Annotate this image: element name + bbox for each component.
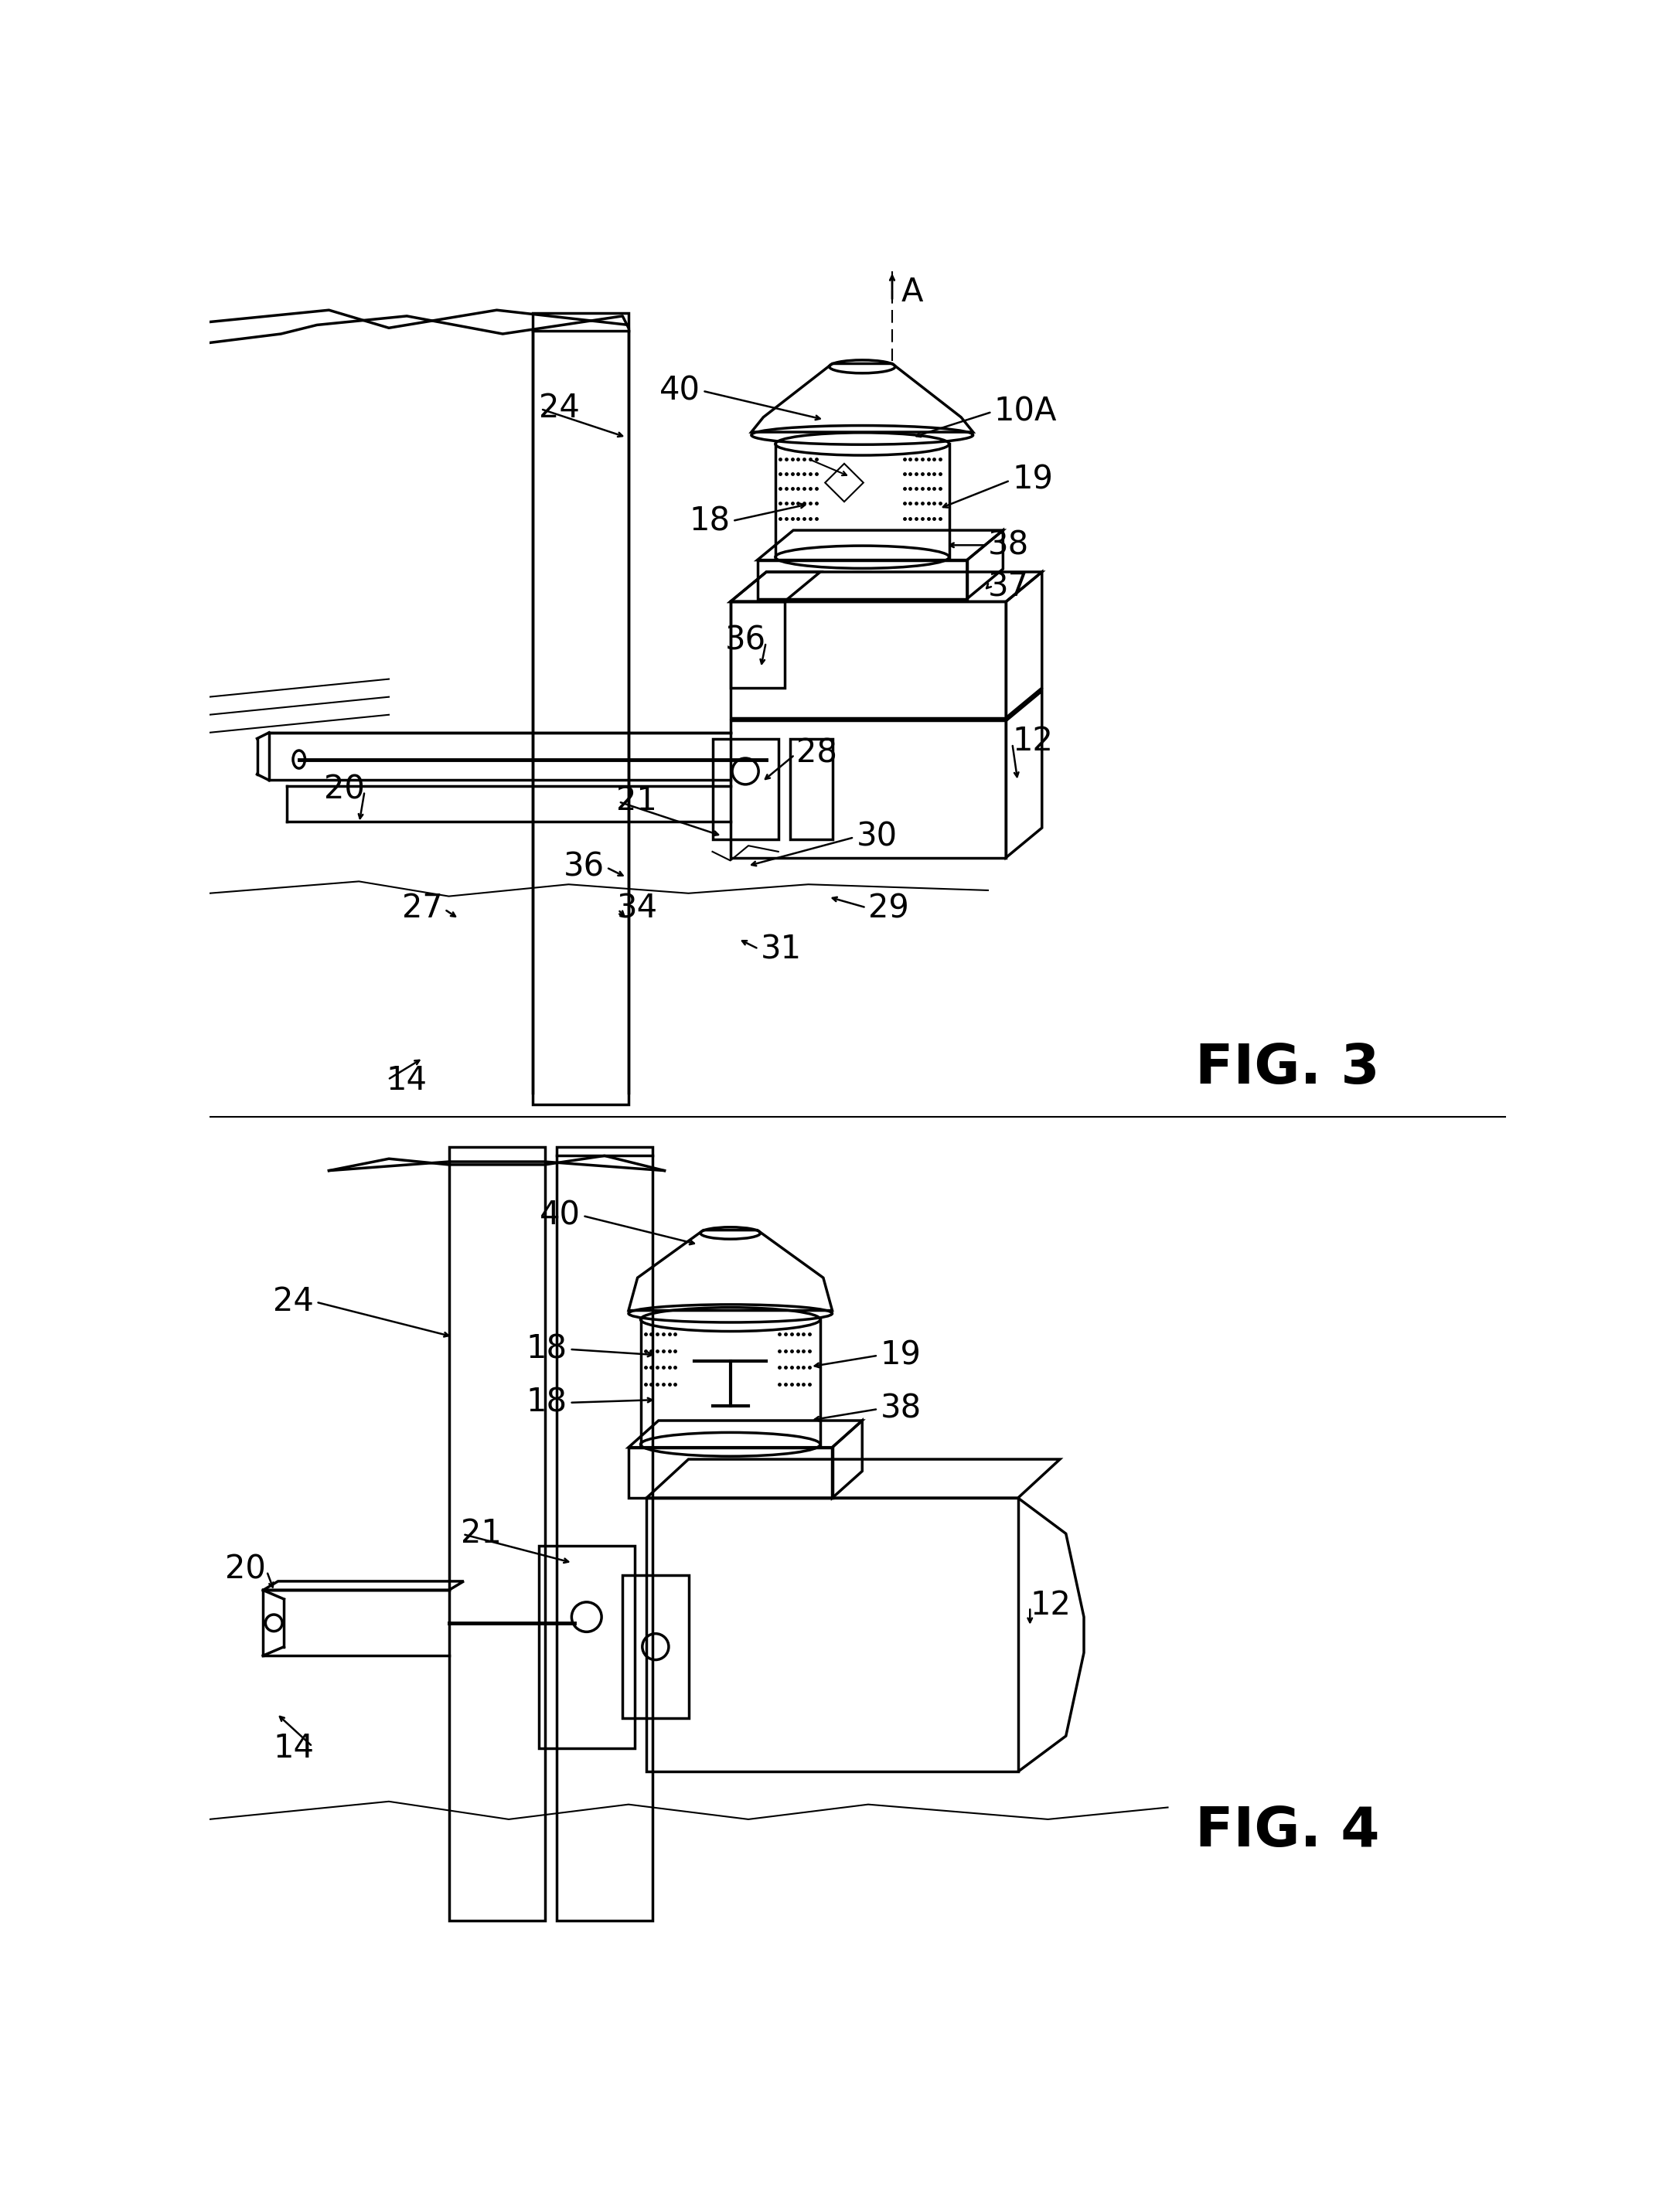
Text: 40: 40 (659, 374, 701, 407)
Text: 34: 34 (617, 891, 657, 925)
Text: 20: 20 (325, 772, 365, 805)
Text: 30: 30 (857, 821, 897, 854)
Text: 38: 38 (880, 1391, 922, 1425)
Text: 12: 12 (1031, 1588, 1071, 1621)
Text: A: A (902, 276, 923, 307)
Text: 21: 21 (617, 785, 657, 816)
Text: 10A: 10A (994, 396, 1057, 427)
Text: 21: 21 (460, 1517, 502, 1551)
Text: FIG. 4: FIG. 4 (1196, 1805, 1380, 1858)
Text: 28: 28 (796, 737, 836, 770)
Text: 24: 24 (539, 392, 579, 425)
Text: 31: 31 (760, 933, 801, 967)
Text: 36: 36 (726, 624, 766, 657)
Text: 12: 12 (1012, 726, 1052, 759)
Text: 38: 38 (989, 529, 1029, 562)
Text: 18: 18 (689, 504, 731, 538)
Text: 20: 20 (226, 1553, 266, 1586)
Text: 14: 14 (273, 1732, 315, 1765)
Text: 18: 18 (527, 1334, 567, 1365)
Text: 19: 19 (1012, 465, 1052, 495)
Text: 36: 36 (564, 849, 604, 883)
Text: 14: 14 (386, 1064, 427, 1097)
Text: 29: 29 (868, 891, 908, 925)
Text: 27: 27 (402, 891, 443, 925)
Text: 18: 18 (527, 1387, 567, 1418)
Text: 37: 37 (989, 571, 1029, 604)
Text: 24: 24 (273, 1285, 315, 1318)
Text: FIG. 3: FIG. 3 (1196, 1042, 1380, 1095)
Text: 40: 40 (540, 1199, 581, 1232)
Text: 19: 19 (880, 1338, 922, 1371)
